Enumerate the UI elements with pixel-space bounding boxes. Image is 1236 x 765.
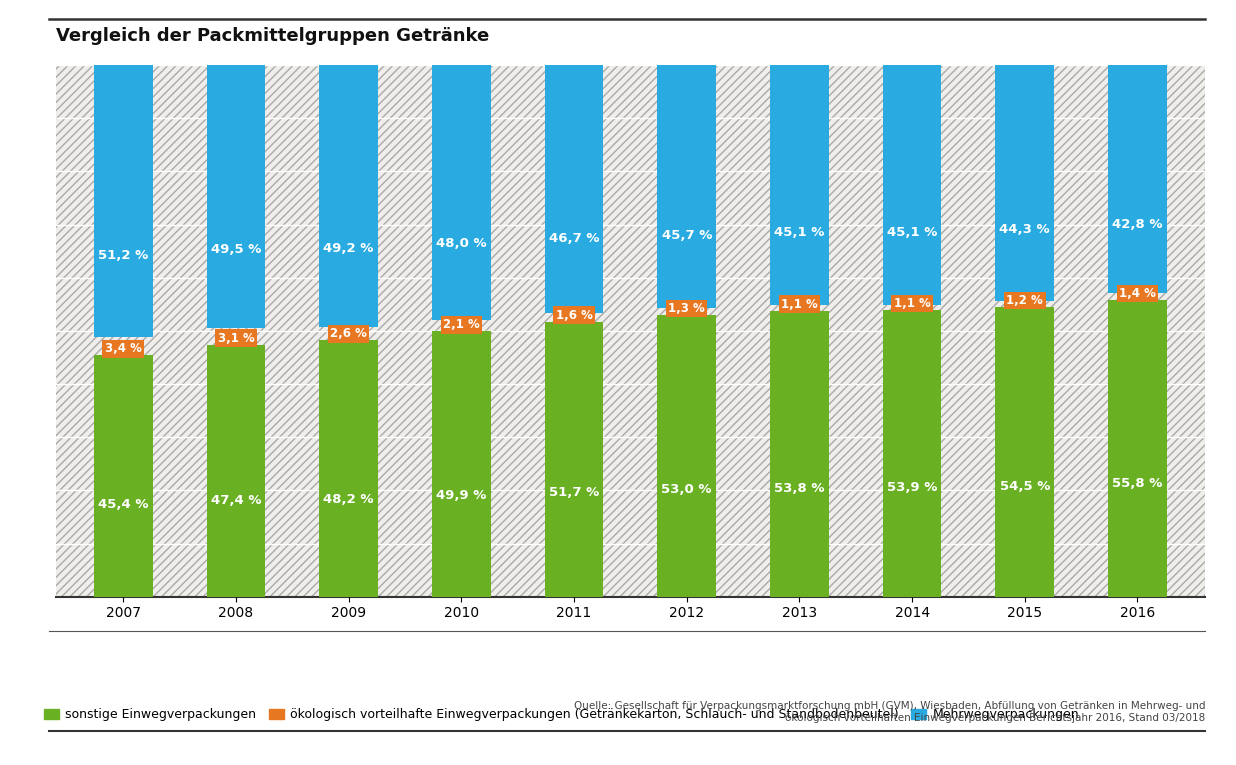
Bar <box>1109 65 1167 292</box>
Text: 1,1 %: 1,1 % <box>894 297 931 310</box>
Bar <box>433 65 491 321</box>
Text: 42,8 %: 42,8 % <box>1112 218 1163 231</box>
Bar <box>94 355 152 597</box>
Text: 45,1 %: 45,1 % <box>774 226 824 239</box>
Bar <box>206 345 266 597</box>
Text: 53,9 %: 53,9 % <box>887 481 937 494</box>
Text: 1,6 %: 1,6 % <box>555 309 592 322</box>
Text: 48,2 %: 48,2 % <box>324 493 373 506</box>
Text: 49,9 %: 49,9 % <box>436 490 487 503</box>
Bar <box>319 340 378 597</box>
Bar <box>770 65 828 304</box>
Text: 53,8 %: 53,8 % <box>774 481 824 494</box>
Text: 1,1 %: 1,1 % <box>781 298 818 311</box>
Text: 46,7 %: 46,7 % <box>549 233 599 246</box>
Text: 51,2 %: 51,2 % <box>98 249 148 262</box>
Bar <box>433 331 491 597</box>
Text: 51,7 %: 51,7 % <box>549 486 599 499</box>
Text: 45,1 %: 45,1 % <box>887 226 937 239</box>
Bar <box>545 322 603 597</box>
Text: 55,8 %: 55,8 % <box>1112 477 1163 490</box>
Text: 49,2 %: 49,2 % <box>324 242 373 255</box>
Text: 1,3 %: 1,3 % <box>669 302 705 315</box>
Text: Vergleich der Packmittelgruppen Getränke: Vergleich der Packmittelgruppen Getränke <box>56 27 489 45</box>
Text: 45,4 %: 45,4 % <box>98 499 148 512</box>
Bar <box>995 65 1054 301</box>
Text: 53,0 %: 53,0 % <box>661 483 712 496</box>
Text: 3,1 %: 3,1 % <box>218 332 255 345</box>
Bar <box>658 315 716 597</box>
Text: 48,0 %: 48,0 % <box>436 237 487 250</box>
Text: 54,5 %: 54,5 % <box>1000 480 1049 493</box>
Bar <box>883 65 942 304</box>
Text: Quelle: Gesellschaft für Verpackungsmarktforschung mbH (GVM), Wiesbaden, Abfüllu: Quelle: Gesellschaft für Verpackungsmark… <box>574 702 1205 723</box>
Text: 1,2 %: 1,2 % <box>1006 294 1043 307</box>
Bar <box>770 311 828 597</box>
Bar <box>94 65 152 337</box>
Text: 47,4 %: 47,4 % <box>210 494 261 507</box>
Bar <box>883 310 942 597</box>
Text: 44,3 %: 44,3 % <box>1000 223 1051 236</box>
Bar <box>206 65 266 328</box>
Bar <box>1109 300 1167 597</box>
Text: 1,4 %: 1,4 % <box>1119 287 1156 300</box>
Text: 2,1 %: 2,1 % <box>442 318 480 331</box>
Text: 45,7 %: 45,7 % <box>661 229 712 242</box>
Bar <box>545 65 603 314</box>
Text: 2,6 %: 2,6 % <box>330 327 367 340</box>
Bar <box>995 307 1054 597</box>
Legend: sonstige Einwegverpackungen, ökologisch vorteilhafte Einwegverpackungen (Getränk: sonstige Einwegverpackungen, ökologisch … <box>38 703 1084 726</box>
Bar <box>658 65 716 308</box>
Bar <box>319 65 378 327</box>
Text: 3,4 %: 3,4 % <box>105 342 142 355</box>
Text: 49,5 %: 49,5 % <box>211 243 261 256</box>
